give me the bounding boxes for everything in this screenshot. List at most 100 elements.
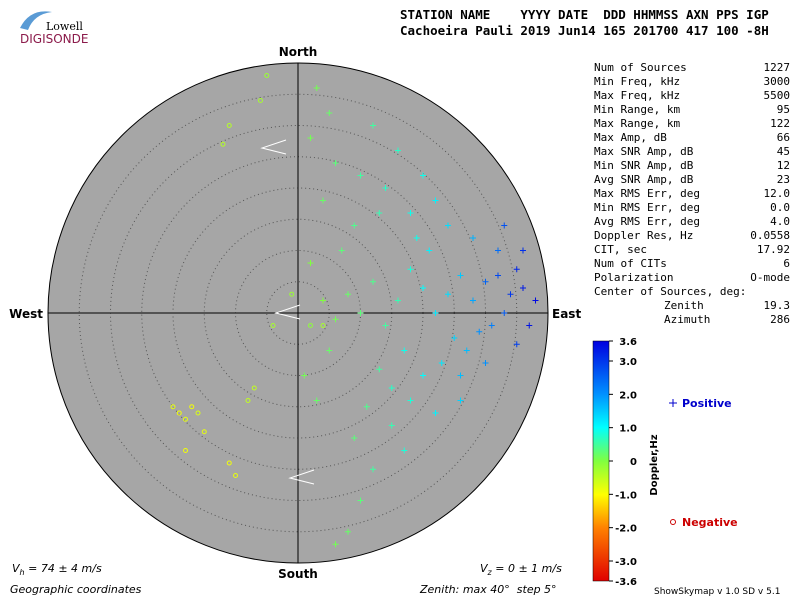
wind-marker: [288, 469, 315, 485]
source-negative: [258, 98, 263, 103]
stat-label: CIT, sec: [594, 243, 647, 256]
source-positive: [320, 197, 326, 204]
stat-value: 0.0: [770, 201, 790, 214]
source-negative: [189, 404, 195, 410]
colorbar-tick-label: -3.0: [615, 557, 637, 568]
stat-value: 66: [777, 131, 790, 144]
source-positive: [507, 291, 514, 298]
vh-label: Vh = 74 ± 4 m/s: [12, 562, 102, 577]
stat-value: 4.0: [770, 215, 790, 228]
stat-label: Avg RMS Err, deg: [594, 215, 700, 228]
source-positive: [345, 291, 351, 298]
colorbar-tick-label: -1.0: [615, 490, 637, 501]
colorbar-tick-label: 2.0: [619, 390, 637, 401]
stat-label: Polarization: [594, 271, 673, 284]
source-positive: [413, 235, 420, 241]
source-negative: [195, 410, 201, 416]
colorbar-tick-label: -2.0: [615, 524, 637, 535]
source-negative: [245, 398, 251, 403]
source-positive: [363, 403, 370, 410]
stat-value: O-mode: [750, 271, 790, 284]
source-negative: [308, 323, 313, 328]
source-positive: [420, 172, 426, 179]
source-positive: [407, 210, 414, 216]
source-positive: [357, 310, 364, 316]
source-positive: [470, 297, 476, 304]
source-positive: [432, 310, 439, 316]
skymap-plot: [47, 62, 549, 564]
source-positive: [451, 335, 458, 341]
compass-label: East: [552, 307, 581, 321]
colorbar-title: Doppler,Hz: [649, 434, 660, 495]
logo-swoosh: [20, 11, 52, 30]
source-negative: [320, 323, 326, 328]
source-positive: [520, 247, 526, 254]
stat-label: Max Freq, kHz: [594, 89, 680, 102]
wind-marker: [260, 139, 287, 155]
source-positive: [476, 328, 483, 335]
stat-value: 5500: [764, 89, 791, 102]
source-positive: [307, 260, 314, 266]
stat-value: 1227: [764, 61, 791, 74]
source-positive: [370, 466, 376, 473]
colorbar-tick-label: 3.0: [619, 357, 637, 368]
stat-value: 122: [770, 117, 790, 130]
source-positive: [388, 422, 395, 429]
source-positive: [420, 372, 426, 379]
source-positive: [313, 397, 320, 404]
stat-label: Max SNR Amp, dB: [594, 145, 694, 158]
colorbar-ticks: 3.6 3.0 2.0 1.0 0 -1.0 -2.0 -3.0 -3.6: [609, 337, 637, 588]
source-positive: [401, 347, 408, 354]
source-positive: [326, 347, 333, 354]
source-positive: [426, 247, 433, 254]
stat-value: 95: [777, 103, 790, 116]
source-positive: [351, 435, 358, 441]
center-title: Center of Sources, deg:: [594, 285, 746, 298]
stat-label: Min Range, km: [594, 103, 680, 116]
source-positive: [401, 447, 408, 454]
source-negative: [226, 460, 232, 466]
wind-marker: [274, 304, 301, 320]
source-positive: [482, 360, 489, 366]
legend-symbol: [670, 519, 676, 525]
source-positive: [432, 410, 439, 416]
stat-label: Min SNR Amp, dB: [594, 159, 694, 172]
source-positive: [457, 397, 464, 404]
source-negative: [270, 323, 276, 328]
source-negative: [289, 291, 295, 297]
source-negative: [233, 473, 238, 478]
center-value: 286: [770, 313, 790, 326]
stat-label: Max Range, km: [594, 117, 680, 130]
center-label: Azimuth: [664, 313, 710, 326]
legend-label: Negative: [682, 516, 738, 529]
stat-value: 45: [777, 145, 790, 158]
stat-value: 6: [783, 257, 790, 270]
center-value: 19.3: [764, 299, 791, 312]
source-negative: [226, 123, 232, 128]
source-positive: [370, 122, 376, 129]
header-line: Cachoeira Pauli 2019 Jun14 165 201700 41…: [400, 23, 769, 38]
source-positive: [513, 341, 520, 348]
stat-value: 17.92: [757, 243, 790, 256]
colorbar-tick-label: 1.0: [619, 424, 637, 435]
source-positive: [320, 297, 326, 304]
stat-label: Min RMS Err, deg: [594, 201, 700, 214]
source-positive: [338, 247, 345, 254]
source-positive: [532, 297, 539, 304]
source-positive: [463, 347, 470, 354]
stat-value: 0.0558: [750, 229, 790, 242]
stat-label: Max RMS Err, deg: [594, 187, 700, 200]
source-positive: [382, 185, 389, 191]
legend-symbol: [669, 399, 677, 407]
stat-value: 23: [777, 173, 790, 186]
source-positive: [301, 372, 308, 379]
source-positive: [526, 322, 533, 329]
source-positive: [445, 222, 451, 229]
source-positive: [388, 385, 395, 391]
source-positive: [457, 372, 464, 379]
source-positive: [395, 147, 401, 154]
legend-label: Positive: [682, 397, 732, 410]
stat-label: Num of CITs: [594, 257, 667, 270]
source-positive: [357, 497, 364, 504]
